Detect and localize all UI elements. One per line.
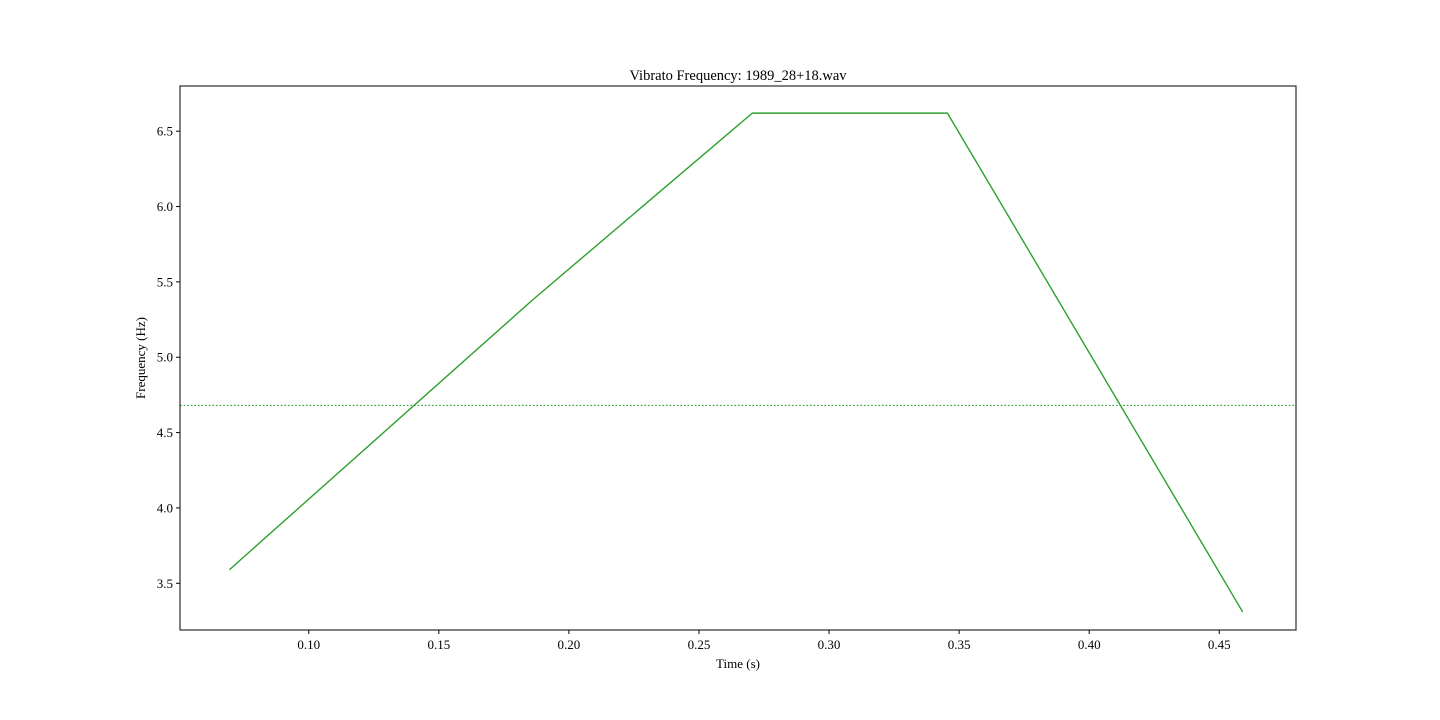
y-tick-label: 5.0: [157, 350, 173, 365]
y-axis-label: Frequency (Hz): [133, 317, 148, 399]
x-tick-label: 0.15: [427, 637, 450, 652]
y-tick-label: 4.0: [157, 500, 173, 515]
y-tick-label: 6.5: [157, 124, 173, 139]
y-tick-label: 6.0: [157, 199, 173, 214]
chart-title: Vibrato Frequency: 1989_28+18.wav: [629, 68, 847, 84]
y-tick-label: 3.5: [157, 576, 173, 591]
y-axis: 3.5 4.0 4.5 5.0 5.5 6.0 6.5: [157, 124, 180, 591]
x-tick-label: 0.35: [948, 637, 971, 652]
y-tick-label: 5.5: [157, 274, 173, 289]
y-tick-label: 4.5: [157, 425, 173, 440]
x-tick-label: 0.45: [1208, 637, 1231, 652]
plot-background: [180, 86, 1296, 630]
x-tick-label: 0.10: [297, 637, 320, 652]
x-tick-label: 0.25: [688, 637, 711, 652]
x-axis: 0.10 0.15 0.20 0.25 0.30 0.35 0.40 0.45: [297, 630, 1231, 652]
x-tick-label: 0.30: [818, 637, 841, 652]
plot-frame: [179, 85, 1297, 631]
x-tick-label: 0.20: [558, 637, 581, 652]
x-axis-label: Time (s): [716, 656, 760, 671]
series-lines: [228, 112, 1244, 613]
plot-area: [179, 85, 1297, 631]
x-tick-label: 0.40: [1078, 637, 1101, 652]
